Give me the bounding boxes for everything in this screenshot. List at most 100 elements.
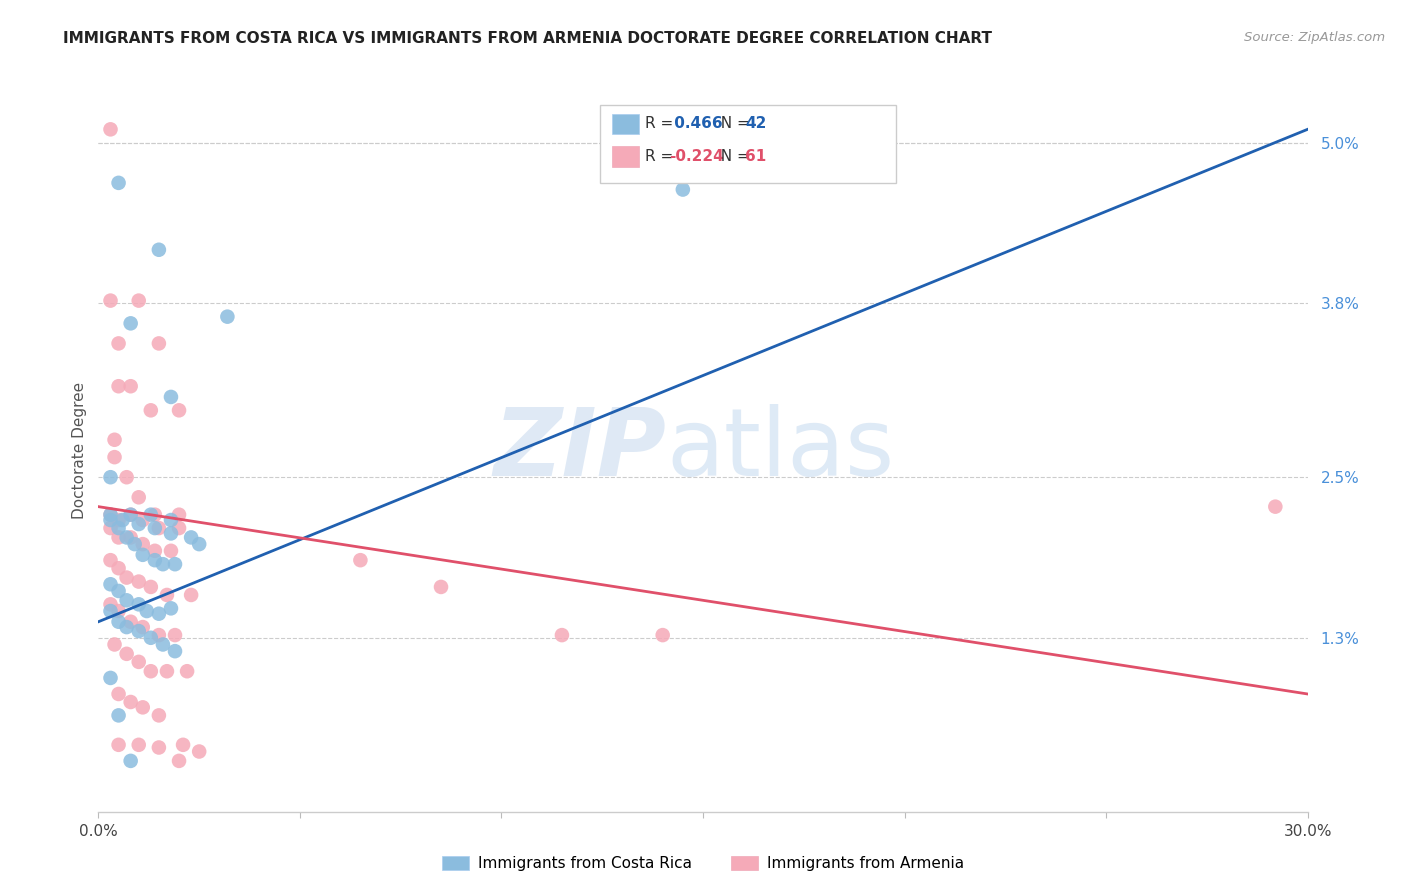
Text: R =: R =: [645, 149, 678, 164]
Point: [100, 293, 122, 308]
Point: [100, 671, 122, 685]
Point: [160, 526, 183, 541]
Point: [167, 521, 190, 535]
Point: [120, 508, 142, 522]
Point: [128, 598, 150, 612]
Point: [167, 508, 190, 522]
Text: R =: R =: [645, 116, 678, 131]
Point: [107, 336, 129, 351]
Point: [167, 754, 190, 768]
Point: [139, 580, 162, 594]
Legend: Immigrants from Costa Rica, Immigrants from Armenia: Immigrants from Costa Rica, Immigrants f…: [436, 850, 970, 877]
Point: [148, 708, 170, 723]
Point: [100, 508, 122, 522]
Point: [128, 738, 150, 752]
Point: [160, 601, 183, 615]
Point: [172, 738, 194, 752]
Point: [107, 604, 129, 618]
Point: [135, 604, 157, 618]
Point: [160, 513, 183, 527]
Point: [107, 530, 129, 544]
Point: [103, 433, 125, 447]
Point: [120, 379, 142, 393]
Point: [143, 543, 166, 558]
Point: [107, 615, 129, 629]
Point: [167, 403, 190, 417]
Point: [128, 624, 150, 639]
Point: [143, 508, 166, 522]
Point: [163, 557, 186, 572]
Point: [148, 607, 170, 621]
Point: [152, 637, 174, 651]
Point: [120, 754, 142, 768]
Point: [188, 537, 211, 551]
Point: [128, 293, 150, 308]
Point: [128, 490, 150, 504]
Point: [1264, 500, 1286, 514]
Text: atlas: atlas: [666, 404, 896, 497]
Text: 0.466: 0.466: [669, 116, 723, 131]
Bar: [613, 146, 638, 167]
Point: [132, 620, 155, 634]
Point: [128, 655, 150, 669]
Point: [143, 521, 166, 535]
Point: [132, 537, 155, 551]
FancyBboxPatch shape: [600, 105, 897, 183]
Text: N =: N =: [711, 116, 755, 131]
Point: [124, 537, 146, 551]
Point: [132, 513, 155, 527]
Text: Source: ZipAtlas.com: Source: ZipAtlas.com: [1244, 31, 1385, 45]
Point: [651, 628, 673, 642]
Point: [163, 644, 186, 658]
Point: [120, 530, 142, 544]
Point: [160, 390, 183, 404]
Point: [430, 580, 453, 594]
Point: [120, 317, 142, 331]
Point: [148, 336, 170, 351]
Point: [156, 588, 179, 602]
Point: [139, 631, 162, 645]
Point: [107, 521, 129, 535]
Point: [132, 548, 155, 562]
Point: [180, 588, 202, 602]
Point: [180, 530, 202, 544]
Point: [349, 553, 371, 567]
Point: [139, 403, 162, 417]
Text: IMMIGRANTS FROM COSTA RICA VS IMMIGRANTS FROM ARMENIA DOCTORATE DEGREE CORRELATI: IMMIGRANTS FROM COSTA RICA VS IMMIGRANTS…: [63, 31, 993, 46]
Point: [672, 182, 695, 196]
Point: [115, 647, 138, 661]
Point: [143, 553, 166, 567]
Point: [107, 176, 129, 190]
Point: [103, 637, 125, 651]
Point: [128, 517, 150, 532]
Point: [139, 508, 162, 522]
Point: [120, 615, 142, 629]
Point: [120, 508, 142, 522]
Point: [100, 598, 122, 612]
Point: [107, 738, 129, 752]
Point: [107, 379, 129, 393]
Point: [100, 122, 122, 136]
Point: [111, 513, 134, 527]
Text: 42: 42: [745, 116, 766, 131]
Point: [107, 584, 129, 599]
Point: [103, 450, 125, 465]
Point: [100, 521, 122, 535]
Point: [139, 664, 162, 679]
Point: [148, 243, 170, 257]
Point: [551, 628, 574, 642]
Point: [156, 664, 179, 679]
Point: [148, 521, 170, 535]
Point: [100, 577, 122, 591]
Point: [115, 470, 138, 484]
Point: [115, 530, 138, 544]
Text: 61: 61: [745, 149, 766, 164]
Point: [115, 593, 138, 607]
Bar: [613, 114, 638, 134]
Point: [100, 604, 122, 618]
Point: [100, 553, 122, 567]
Point: [160, 543, 183, 558]
Point: [188, 744, 211, 758]
Point: [100, 513, 122, 527]
Point: [176, 664, 198, 679]
